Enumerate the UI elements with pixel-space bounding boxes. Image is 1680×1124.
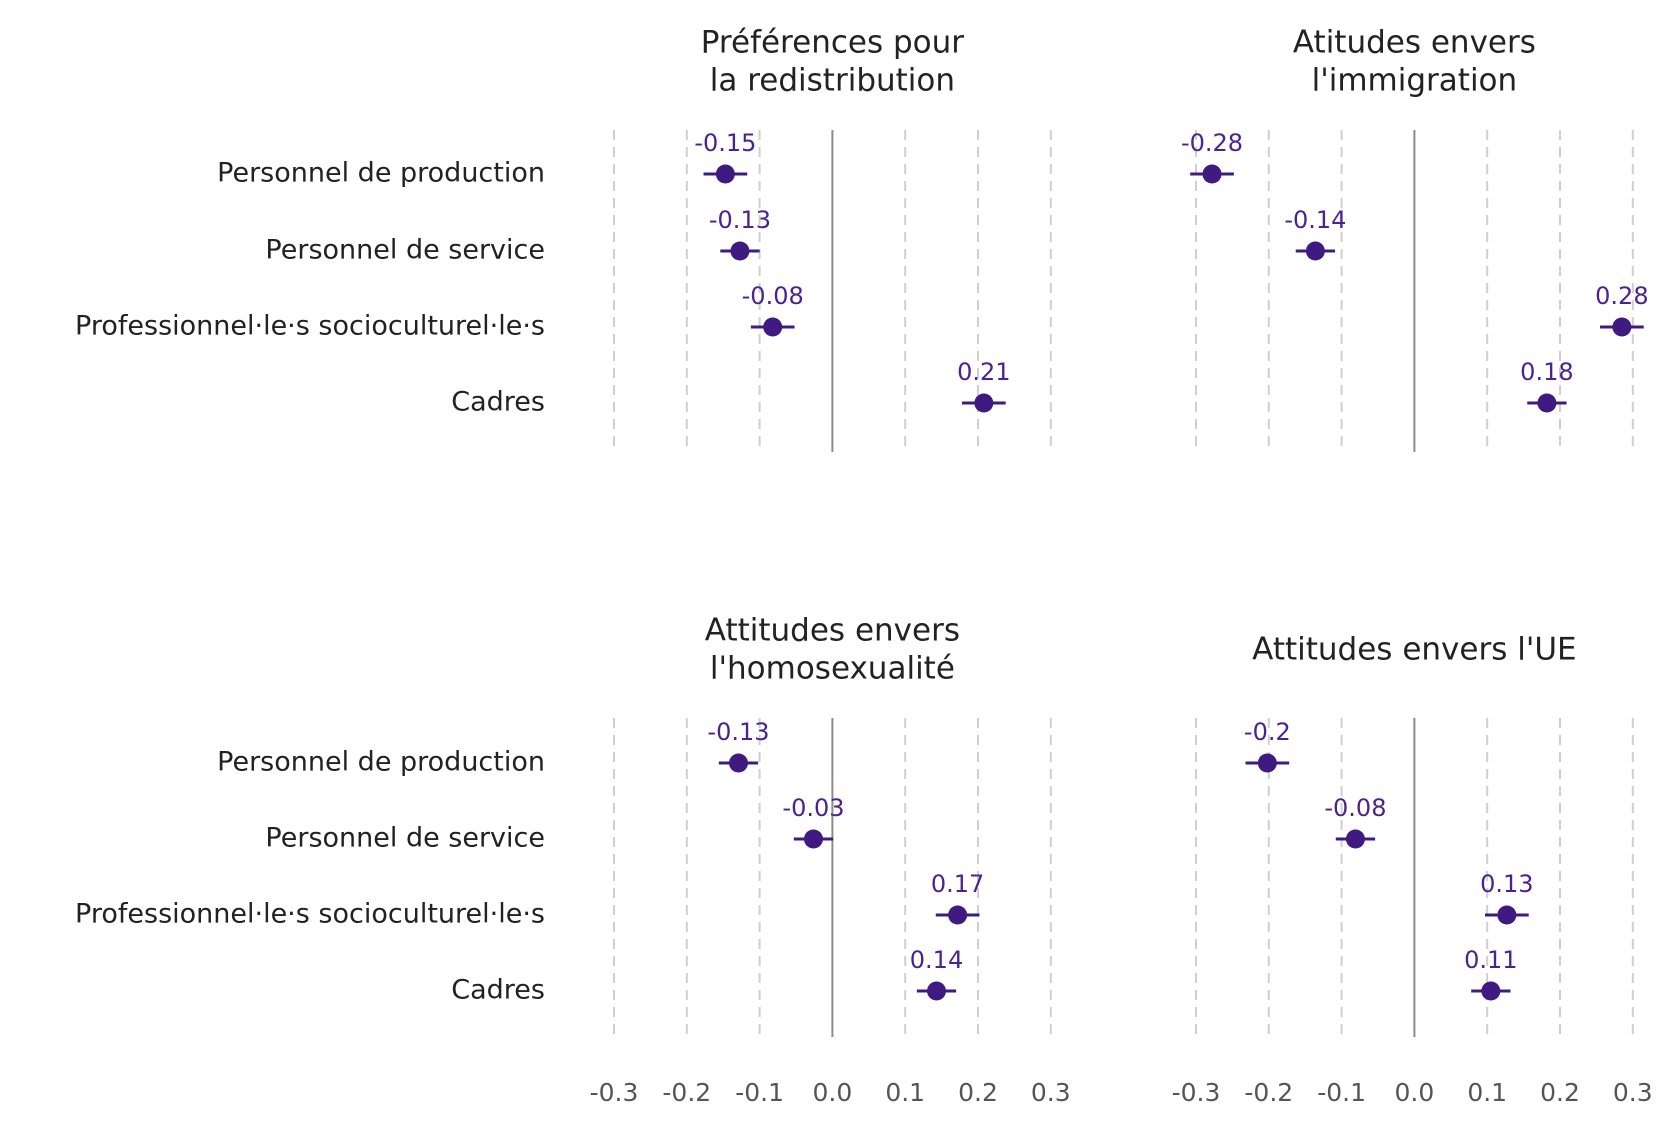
- data-label: -0.08: [742, 282, 804, 310]
- x-tick-label: 0.0: [813, 1078, 853, 1107]
- data-point: [1257, 753, 1277, 773]
- data-point: [715, 164, 735, 184]
- x-tick-label: -0.3: [1172, 1078, 1221, 1107]
- data-point: [1537, 393, 1557, 413]
- data-point: [763, 317, 783, 337]
- category-label: Personnel de production: [217, 158, 545, 189]
- panel-title: l'homosexualité: [710, 651, 955, 687]
- data-point: [1612, 317, 1632, 337]
- x-tick-label: 0.1: [1467, 1078, 1507, 1107]
- x-tick-label: -0.1: [735, 1078, 784, 1107]
- x-tick-label: 0.3: [1613, 1078, 1653, 1107]
- data-label: -0.03: [782, 794, 844, 822]
- category-label: Professionnel·le·s socioculturel·le·s: [75, 311, 545, 342]
- data-point: [1202, 164, 1222, 184]
- data-label: -0.2: [1244, 718, 1291, 746]
- data-label: 0.11: [1464, 946, 1517, 974]
- category-label: Personnel de production: [217, 747, 545, 778]
- data-label: 0.13: [1480, 870, 1533, 898]
- category-label: Cadres: [451, 975, 545, 1006]
- data-point: [728, 753, 748, 773]
- data-label: -0.13: [709, 206, 771, 234]
- data-label: 0.14: [910, 946, 963, 974]
- panel-title: l'immigration: [1312, 63, 1518, 99]
- data-point: [974, 393, 994, 413]
- x-tick-label: -0.2: [1244, 1078, 1293, 1107]
- data-point: [730, 241, 750, 261]
- category-label: Cadres: [451, 387, 545, 418]
- panel-title: Atitudes envers: [1293, 25, 1536, 61]
- data-label: -0.08: [1324, 794, 1386, 822]
- data-label: 0.28: [1595, 282, 1648, 310]
- category-label: Personnel de service: [265, 235, 545, 266]
- x-tick-label: 0.2: [958, 1078, 998, 1107]
- category-label: Professionnel·le·s socioculturel·le·s: [75, 899, 545, 930]
- data-point: [948, 905, 968, 925]
- data-point: [927, 981, 947, 1001]
- data-point: [1481, 981, 1501, 1001]
- data-label: -0.14: [1284, 206, 1346, 234]
- data-label: 0.21: [957, 358, 1010, 386]
- category-label: Personnel de service: [265, 823, 545, 854]
- data-point: [1345, 829, 1365, 849]
- panel-title: Attitudes envers l'UE: [1252, 632, 1576, 668]
- data-label: 0.17: [931, 870, 984, 898]
- x-tick-label: 0.3: [1031, 1078, 1071, 1107]
- data-point: [803, 829, 823, 849]
- x-tick-label: 0.2: [1540, 1078, 1580, 1107]
- x-tick-label: -0.1: [1317, 1078, 1366, 1107]
- panel-title: Préférences pour: [701, 25, 964, 61]
- data-label: 0.18: [1520, 358, 1573, 386]
- panel-title: la redistribution: [710, 63, 955, 99]
- x-tick-label: 0.1: [885, 1078, 925, 1107]
- data-point: [1497, 905, 1517, 925]
- x-tick-label: 0.0: [1395, 1078, 1435, 1107]
- data-label: -0.13: [707, 718, 769, 746]
- data-label: -0.15: [694, 129, 756, 157]
- data-label: -0.28: [1181, 129, 1243, 157]
- data-point: [1305, 241, 1325, 261]
- x-tick-label: -0.2: [662, 1078, 711, 1107]
- panel-title: Attitudes envers: [705, 613, 960, 649]
- x-tick-label: -0.3: [590, 1078, 639, 1107]
